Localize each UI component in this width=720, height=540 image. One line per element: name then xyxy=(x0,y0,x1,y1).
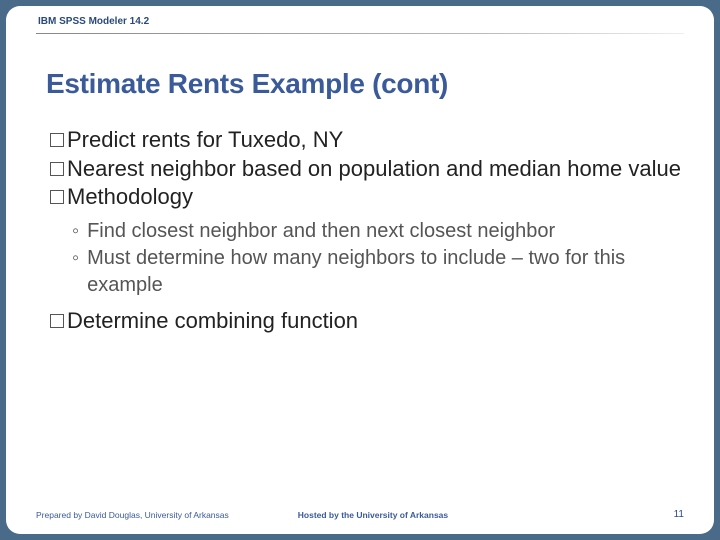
content-area: Predict rents for Tuxedo, NY Nearest nei… xyxy=(50,126,684,335)
sub-bullet-item: ◦ Must determine how many neighbors to i… xyxy=(72,245,684,299)
bullet-item: Nearest neighbor based on population and… xyxy=(50,155,684,184)
checkbox-icon xyxy=(50,162,64,176)
sub-bullet-text: Must determine how many neighbors to inc… xyxy=(87,245,684,299)
checkbox-icon xyxy=(50,133,64,147)
page-number: 11 xyxy=(674,509,684,520)
header-divider xyxy=(36,33,684,34)
header-label: IBM SPSS Modeler 14.2 xyxy=(38,16,684,27)
slide-title: Estimate Rents Example (cont) xyxy=(46,68,684,100)
bullet-text: Predict rents for Tuxedo, NY xyxy=(67,126,684,155)
bullet-text: Determine combining function xyxy=(67,307,684,336)
bullet-item: Methodology xyxy=(50,183,684,212)
ring-icon: ◦ xyxy=(72,218,79,245)
bullet-item: Determine combining function xyxy=(50,307,684,336)
footer-author: Prepared by David Douglas, University of… xyxy=(36,510,229,520)
checkbox-icon xyxy=(50,190,64,204)
bullet-item: Predict rents for Tuxedo, NY xyxy=(50,126,684,155)
sub-bullet-text: Find closest neighbor and then next clos… xyxy=(87,218,684,245)
sub-bullet-list: ◦ Find closest neighbor and then next cl… xyxy=(72,218,684,299)
footer-host: Hosted by the University of Arkansas xyxy=(298,510,448,520)
bullet-text: Nearest neighbor based on population and… xyxy=(67,155,684,184)
slide-card: IBM SPSS Modeler 14.2 Estimate Rents Exa… xyxy=(6,6,714,534)
checkbox-icon xyxy=(50,314,64,328)
footer: Prepared by David Douglas, University of… xyxy=(36,509,684,520)
sub-bullet-item: ◦ Find closest neighbor and then next cl… xyxy=(72,218,684,245)
ring-icon: ◦ xyxy=(72,245,79,272)
bullet-text: Methodology xyxy=(67,183,684,212)
